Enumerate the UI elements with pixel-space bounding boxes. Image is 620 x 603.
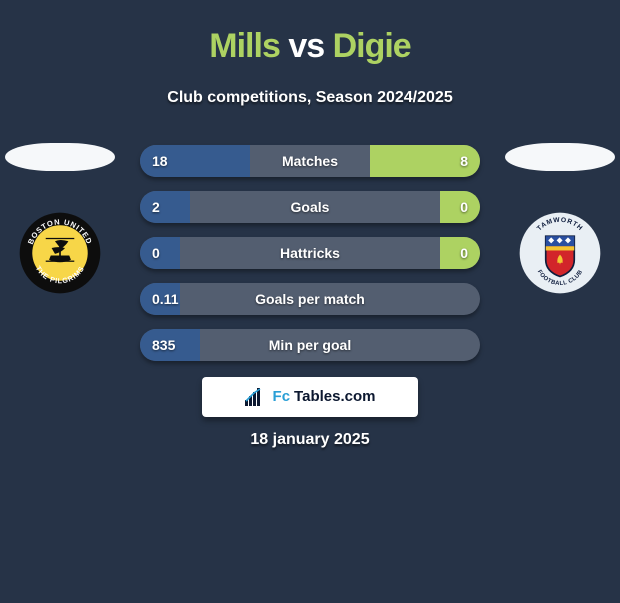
left-player-column: BOSTON UNITED THE PILGRIMS [0, 143, 120, 295]
comparison-date: 18 january 2025 [0, 431, 620, 449]
stat-label: Goals [140, 191, 480, 223]
stat-row: 00Hattricks [140, 237, 480, 269]
right-player-photo-placeholder [505, 143, 615, 171]
stat-label: Goals per match [140, 283, 480, 315]
right-club-badge: TAMWORTH FOOTBALL CLUB [510, 211, 610, 295]
player1-name: Mills [209, 27, 280, 65]
stat-label: Matches [140, 145, 480, 177]
stat-label: Min per goal [140, 329, 480, 361]
fctables-watermark: FcTables.com [202, 377, 418, 417]
watermark-fc: Fc [273, 388, 291, 405]
player2-name: Digie [333, 27, 411, 65]
right-player-column: TAMWORTH FOOTBALL CLUB [500, 143, 620, 295]
watermark-rest: Tables.com [294, 388, 375, 405]
comparison-title: Mills vs Digie [0, 23, 620, 66]
left-club-badge: BOSTON UNITED THE PILGRIMS [10, 211, 110, 295]
vs-label: vs [288, 27, 324, 65]
stat-row: 20Goals [140, 191, 480, 223]
stat-row: 188Matches [140, 145, 480, 177]
stat-row: 835Min per goal [140, 329, 480, 361]
subtitle: Club competitions, Season 2024/2025 [0, 89, 620, 107]
left-player-photo-placeholder [5, 143, 115, 171]
stat-row: 0.11Goals per match [140, 283, 480, 315]
stat-label: Hattricks [140, 237, 480, 269]
stats-bars-group: 188Matches 20Goals 00Hattricks 0.11Goals pe… [140, 145, 480, 361]
